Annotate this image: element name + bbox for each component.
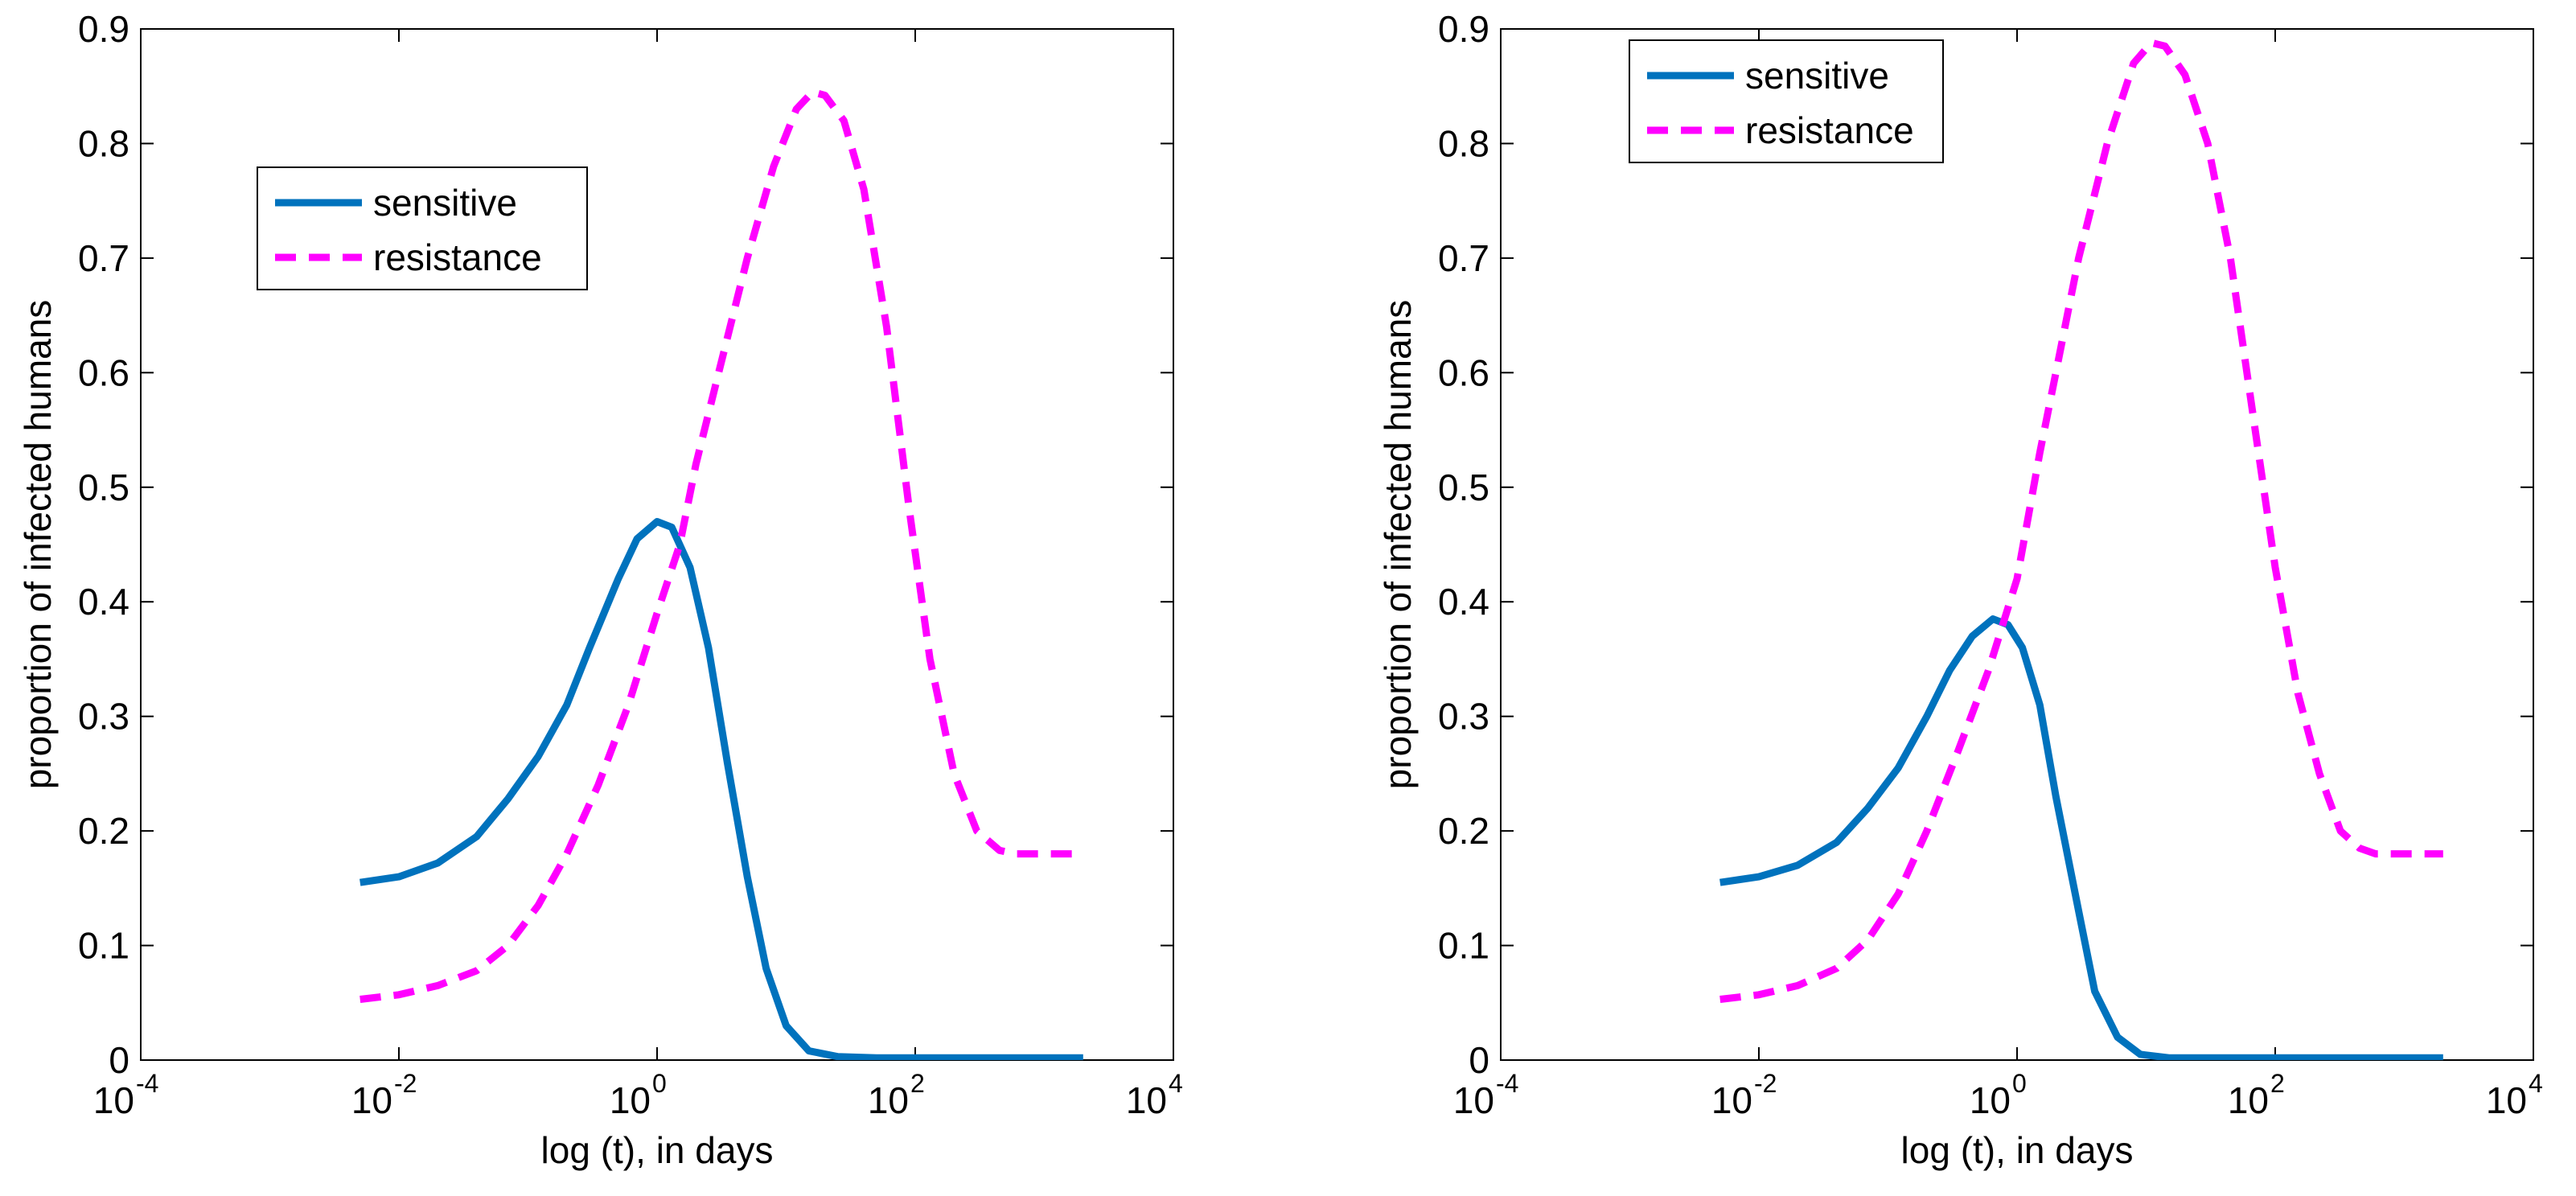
x-tick-label: 10: [1970, 1079, 2011, 1121]
legend-label-sensitive: sensitive: [1745, 55, 1889, 97]
y-tick-label: 0.7: [1438, 237, 1489, 279]
series-line-resistance: [1719, 39, 2443, 1003]
x-tick-label: 10: [1126, 1079, 1167, 1121]
x-tick-exponent: 4: [1169, 1069, 1183, 1098]
legend-label-resistance: resistance: [373, 236, 542, 278]
y-tick-label: 0.9: [78, 8, 129, 50]
chart-panel-1: 10 -4 10 -2 10 0 10 2 10 400.10.20.30.40.50.60.70…: [17, 8, 1183, 1171]
y-tick-label: 0.2: [1438, 810, 1489, 852]
y-tick-label: 0.6: [1438, 351, 1489, 393]
y-tick-label: 0.1: [1438, 925, 1489, 967]
x-tick-label: 10: [868, 1079, 909, 1121]
x-tick-label: 10: [2228, 1079, 2269, 1121]
y-tick-label: 0.3: [1438, 696, 1489, 738]
x-axis: 10 -4 10 -2 10 0 10 2 10 4: [93, 29, 1183, 1121]
y-tick-label: 0.4: [78, 581, 129, 623]
y-tick-label: 0.4: [1438, 581, 1489, 623]
y-tick-label: 0.7: [78, 237, 129, 279]
y-tick-label: 0.9: [1438, 8, 1489, 50]
y-tick-label: 0: [109, 1039, 129, 1081]
y-tick-label: 0: [1469, 1039, 1489, 1081]
legend-box: [257, 166, 588, 290]
y-tick-label: 0.3: [78, 696, 129, 738]
series-group: [1719, 39, 2443, 1060]
chart-panel-2: 10 -4 10 -2 10 0 10 2 10 400.10.20.30.40.50.60.70…: [1377, 8, 2543, 1171]
y-tick-label: 0.8: [78, 122, 129, 164]
y-tick-label: 0.5: [78, 466, 129, 508]
legend-box: [1629, 39, 1944, 163]
y-tick-label: 0.1: [78, 925, 129, 967]
x-axis-label: log (t), in days: [1901, 1129, 2134, 1171]
series-line-resistance: [359, 88, 1083, 1003]
x-tick-label: 10: [1711, 1079, 1752, 1121]
x-tick-label: 10: [351, 1079, 392, 1121]
plot-frame: [1500, 28, 2534, 1061]
x-axis: 10 -4 10 -2 10 0 10 2 10 4: [1453, 29, 2543, 1121]
series-line-sensitive: [359, 518, 1083, 1060]
y-tick-label: 0.6: [78, 351, 129, 393]
x-tick-label: 10: [93, 1079, 134, 1121]
x-axis-label: log (t), in days: [541, 1129, 774, 1171]
x-tick-label: 10: [610, 1079, 651, 1121]
series-line-sensitive: [1719, 615, 2443, 1060]
x-tick-label: 10: [1453, 1079, 1494, 1121]
x-tick-exponent: -4: [136, 1069, 158, 1098]
legend: sensitive resistance: [1629, 39, 1944, 163]
y-axis-label: proportion of infected humans: [1377, 300, 1419, 790]
x-tick-exponent: 0: [652, 1069, 667, 1098]
x-tick-exponent: -2: [394, 1069, 417, 1098]
legend-label-sensitive: sensitive: [373, 182, 517, 224]
y-axis: 0 0.1 0.2 0.3 0.4 0.5 0.6 0.7 0.8 0.9: [78, 8, 1173, 1081]
x-tick-label: 10: [2486, 1079, 2527, 1121]
y-tick-label: 0.8: [1438, 122, 1489, 164]
y-axis-label: proportion of infected humans: [17, 300, 59, 790]
legend: sensitive resistance: [257, 166, 588, 290]
x-tick-exponent: -4: [1496, 1069, 1518, 1098]
x-tick-exponent: 0: [2012, 1069, 2027, 1098]
y-axis: 0 0.1 0.2 0.3 0.4 0.5 0.6 0.7 0.8 0.9: [1438, 8, 2533, 1081]
x-tick-exponent: -2: [1754, 1069, 1777, 1098]
x-tick-exponent: 2: [910, 1069, 925, 1098]
series-group: [359, 88, 1083, 1060]
x-tick-exponent: 4: [2529, 1069, 2543, 1098]
y-tick-label: 0.5: [1438, 466, 1489, 508]
y-tick-label: 0.2: [78, 810, 129, 852]
legend-label-resistance: resistance: [1745, 109, 1914, 151]
x-tick-exponent: 2: [2270, 1069, 2285, 1098]
